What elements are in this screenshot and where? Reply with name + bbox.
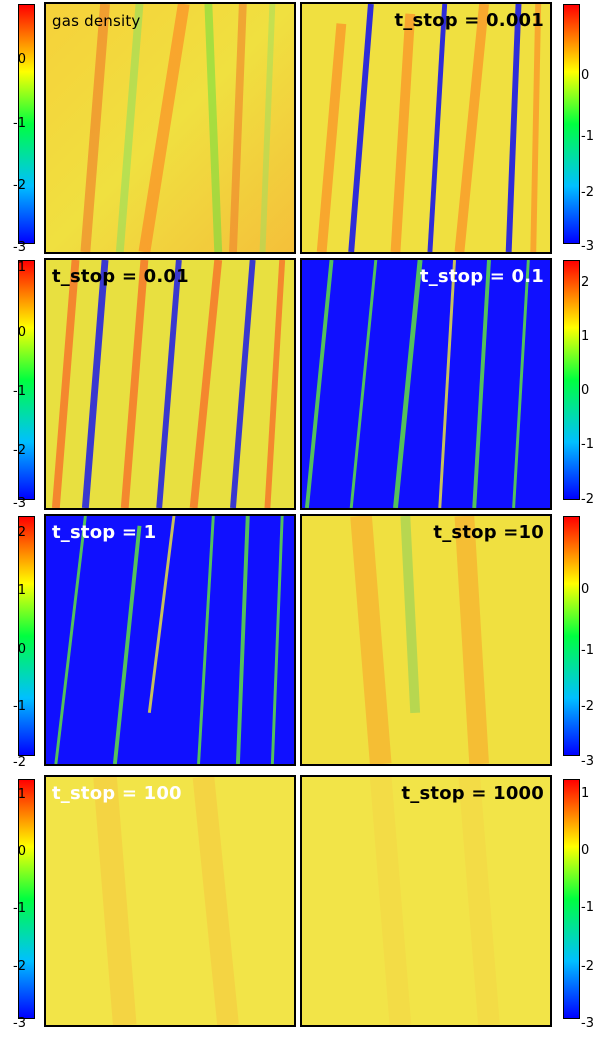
panel-tstop-100: t_stop = 100: [44, 775, 296, 1027]
tick-label: -2: [581, 959, 594, 974]
panel-title: t_stop = 1000: [401, 783, 544, 804]
tick-label: 1: [17, 787, 26, 802]
tick-label: 1: [581, 786, 590, 801]
tick-label: -1: [581, 900, 594, 915]
panel-tstop-0.001: t_stop = 0.001: [300, 2, 552, 254]
tick-label: -3: [13, 496, 26, 511]
colorbar-row2-right: [563, 260, 580, 500]
tick-label: -3: [581, 1016, 594, 1031]
panel-title: gas density: [52, 12, 141, 30]
panel-title: t_stop = 100: [52, 783, 182, 804]
tick-label: -1: [581, 643, 594, 658]
tick-label: 0: [581, 843, 590, 858]
panel-title: t_stop = 1: [52, 522, 157, 543]
tick-label: 2: [581, 275, 590, 290]
panel-title: t_stop =10: [433, 522, 544, 543]
tick-label: -2: [581, 185, 594, 200]
tick-label: 0: [17, 642, 26, 657]
panel-title: t_stop = 0.1: [419, 266, 544, 287]
tick-label: 0: [581, 383, 590, 398]
panel-tstop-0.01: t_stop = 0.01: [44, 258, 296, 510]
colorbar-row1-right: [563, 4, 580, 244]
tick-label: -1: [13, 384, 26, 399]
tick-label: 1: [581, 329, 590, 344]
tick-label: 0: [17, 52, 26, 67]
colorbar-row3-right: [563, 516, 580, 756]
tick-label: -2: [13, 959, 26, 974]
tick-label: -2: [581, 699, 594, 714]
tick-label: 0: [581, 68, 590, 83]
tick-label: 0: [17, 844, 26, 859]
tick-label: -1: [13, 116, 26, 131]
tick-label: -2: [581, 492, 594, 507]
colorbar-row2-left: [18, 260, 35, 500]
panel-title: t_stop = 0.01: [52, 266, 189, 287]
tick-label: 0: [581, 582, 590, 597]
panel-tstop-1000: t_stop = 1000: [300, 775, 552, 1027]
tick-label: 2: [17, 525, 26, 540]
tick-label: -3: [13, 1016, 26, 1031]
tick-label: -3: [581, 754, 594, 769]
colorbar-row4-left: [18, 779, 35, 1019]
colorbar-row4-right: [563, 779, 580, 1019]
panel-gas-density: gas density: [44, 2, 296, 254]
tick-label: 0: [17, 325, 26, 340]
panel-title: t_stop = 0.001: [394, 10, 544, 31]
panel-tstop-0.1: t_stop = 0.1: [300, 258, 552, 510]
colorbar-row3-left: [18, 516, 35, 756]
tick-label: -2: [13, 178, 26, 193]
tick-label: 1: [17, 260, 26, 275]
panel-tstop-10: t_stop =10: [300, 514, 552, 766]
tick-label: -1: [581, 437, 594, 452]
tick-label: -3: [13, 240, 26, 255]
tick-label: -2: [13, 443, 26, 458]
tick-label: -1: [13, 901, 26, 916]
colorbar-row1-left: [18, 4, 35, 244]
tick-label: 1: [17, 583, 26, 598]
tick-label: -1: [13, 699, 26, 714]
tick-label: -2: [13, 755, 26, 770]
panel-tstop-1: t_stop = 1: [44, 514, 296, 766]
tick-label: -3: [581, 239, 594, 254]
tick-label: -1: [581, 129, 594, 144]
